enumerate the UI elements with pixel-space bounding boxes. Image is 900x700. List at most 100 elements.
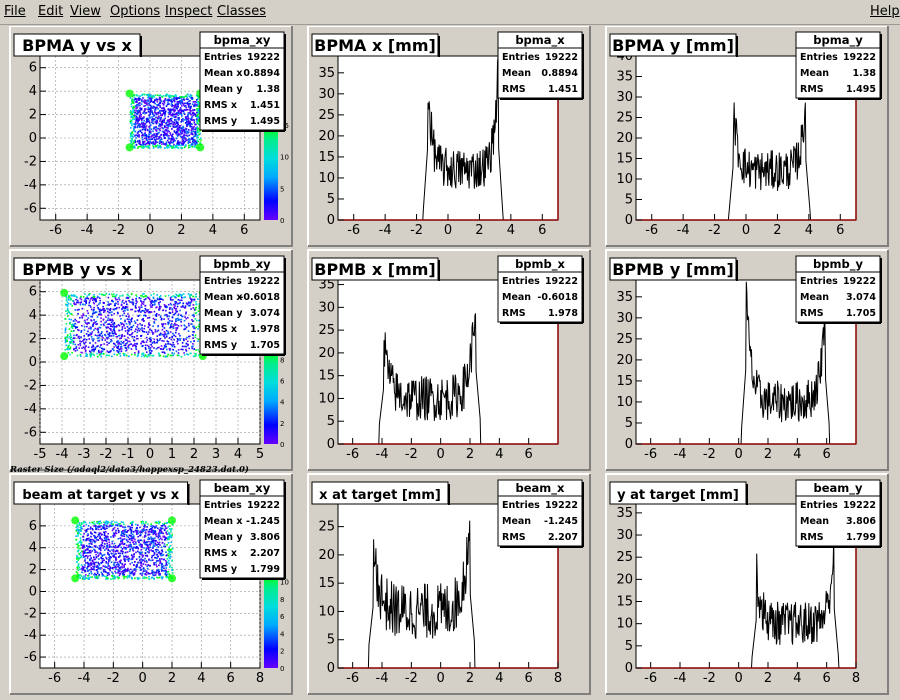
y-tick-label: -4 <box>24 402 37 417</box>
scatter-point <box>84 560 86 562</box>
scatter-point <box>133 98 136 101</box>
scatter-point <box>139 107 141 109</box>
scatter-point <box>131 138 133 140</box>
menu-help[interactable]: Help <box>870 4 900 19</box>
scatter-point <box>95 528 97 531</box>
scatter-point <box>120 318 122 320</box>
scatter-point <box>113 332 115 335</box>
scatter-point <box>170 529 172 531</box>
scatter-point <box>155 318 157 321</box>
scatter-point <box>143 560 146 563</box>
scatter-point <box>119 552 121 555</box>
scatter-point <box>198 350 201 353</box>
scatter-point <box>162 333 164 336</box>
scatter-point <box>194 353 196 355</box>
scatter-point <box>197 298 199 300</box>
scatter-point <box>83 338 86 341</box>
scatter-point <box>195 353 197 355</box>
scatter-point <box>119 343 121 345</box>
scatter-point <box>142 97 144 99</box>
scatter-point <box>187 98 189 101</box>
scatter-point <box>114 326 117 328</box>
scatter-point <box>194 128 197 131</box>
scatter-point <box>70 294 73 296</box>
scatter-point <box>129 334 132 336</box>
scatter-point <box>168 528 171 530</box>
stat-label: Mean <box>800 68 829 79</box>
scatter-point <box>188 324 190 327</box>
scatter-point <box>146 99 149 102</box>
menu-inspect[interactable]: Inspect <box>165 4 213 19</box>
scatter-point <box>152 300 154 303</box>
scatter-point <box>118 576 120 579</box>
scatter-point <box>159 530 161 532</box>
scatter-point <box>166 340 169 342</box>
scatter-point <box>153 111 156 113</box>
scatter-point <box>155 348 158 350</box>
scatter-point <box>148 97 151 100</box>
scatter-point <box>190 352 192 355</box>
scatter-point <box>152 296 155 299</box>
scatter-point <box>66 336 69 339</box>
scatter-point <box>92 339 94 342</box>
scatter-point <box>113 533 115 536</box>
scatter-point <box>143 137 146 140</box>
menu-file[interactable]: File <box>4 4 26 19</box>
scatter-point <box>168 96 171 99</box>
scatter-point <box>120 304 123 307</box>
scatter-point <box>169 144 171 147</box>
scatter-point <box>126 308 129 311</box>
scatter-point <box>175 320 177 323</box>
scatter-point <box>83 342 85 344</box>
scatter-point <box>111 295 114 298</box>
scatter-point <box>150 100 153 103</box>
scatter-point <box>121 552 124 555</box>
scatter-point <box>121 541 124 544</box>
scatter-point <box>153 563 155 566</box>
scatter-point <box>77 528 79 530</box>
menu-classes[interactable]: Classes <box>217 4 266 19</box>
scatter-point <box>121 526 124 528</box>
menu-view[interactable]: View <box>70 4 101 19</box>
scatter-point <box>95 311 98 314</box>
scatter-point <box>141 329 144 332</box>
scatter-point <box>148 310 151 313</box>
scatter-point <box>159 94 162 97</box>
scatter-point <box>74 309 77 311</box>
stats-name: beam_x <box>516 481 566 496</box>
scatter-point <box>140 561 143 564</box>
scatter-point <box>114 297 117 299</box>
scatter-point <box>174 103 177 106</box>
scatter-point <box>133 344 135 347</box>
scatter-point <box>122 299 124 302</box>
scatter-point <box>167 146 170 149</box>
scatter-point <box>157 146 160 149</box>
scatter-point <box>108 335 111 337</box>
scatter-point <box>171 105 173 108</box>
scatter-point <box>91 568 94 571</box>
scatter-point <box>106 341 108 344</box>
scatter-point <box>165 94 167 97</box>
scatter-point <box>77 556 80 559</box>
scatter-point <box>73 295 76 298</box>
scatter-point <box>150 350 153 352</box>
scatter-point <box>82 346 85 349</box>
scatter-point <box>72 294 75 296</box>
scatter-point <box>106 327 108 329</box>
scatter-point <box>104 530 107 533</box>
scatter-point <box>117 572 119 574</box>
menu-options[interactable]: Options <box>110 4 161 19</box>
menu-edit[interactable]: Edit <box>38 4 64 19</box>
scatter-point <box>185 102 188 105</box>
scatter-point <box>159 572 162 575</box>
scatter-point <box>92 345 95 348</box>
scatter-point <box>136 527 138 529</box>
scatter-point <box>138 566 140 569</box>
scatter-point <box>117 347 119 350</box>
scatter-point <box>169 125 172 128</box>
scatter-point <box>153 106 156 108</box>
scatter-point <box>148 350 151 352</box>
scatter-point <box>137 122 139 124</box>
scatter-point <box>175 293 177 296</box>
